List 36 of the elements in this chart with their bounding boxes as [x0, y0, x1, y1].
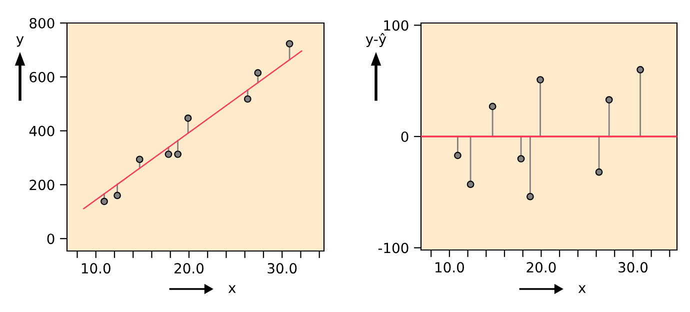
x-tick-label: 20.0	[526, 262, 556, 273]
point	[454, 152, 462, 160]
x-axis-title: x	[228, 285, 236, 293]
x-tick-label: 30.0	[618, 262, 648, 273]
point	[100, 198, 108, 206]
point	[466, 180, 474, 188]
point	[286, 40, 294, 48]
y-tick-label: 200	[30, 180, 54, 190]
point	[136, 156, 144, 164]
x-tick-label: 20.0	[174, 263, 204, 274]
point	[254, 69, 262, 77]
point	[595, 168, 603, 176]
y-axis-title: y-ŷ	[366, 33, 386, 47]
y-axis-title: y	[16, 36, 24, 47]
y-tick-label: 400	[29, 126, 54, 136]
y-tick-label: -100	[378, 242, 408, 254]
point	[605, 96, 613, 104]
y-tick-label: 600	[30, 72, 54, 82]
point	[174, 150, 182, 158]
point	[184, 114, 192, 122]
point	[488, 102, 496, 110]
point	[526, 192, 534, 200]
point	[244, 95, 252, 103]
point	[164, 150, 172, 158]
point	[114, 192, 121, 200]
y-tick-label: 0	[47, 234, 54, 244]
point	[536, 76, 544, 84]
x-axis-title: x	[578, 285, 586, 293]
x-tick-label: 10.0	[436, 262, 464, 273]
point	[636, 66, 644, 74]
x-tick-label: 10.0	[82, 263, 110, 274]
y-tick-label: 100	[384, 20, 408, 31]
y-tick-label: 800	[30, 18, 54, 28]
point	[517, 155, 525, 162]
x-tick-label: 30.0	[268, 263, 297, 274]
y-tick-label: 0	[401, 131, 408, 142]
